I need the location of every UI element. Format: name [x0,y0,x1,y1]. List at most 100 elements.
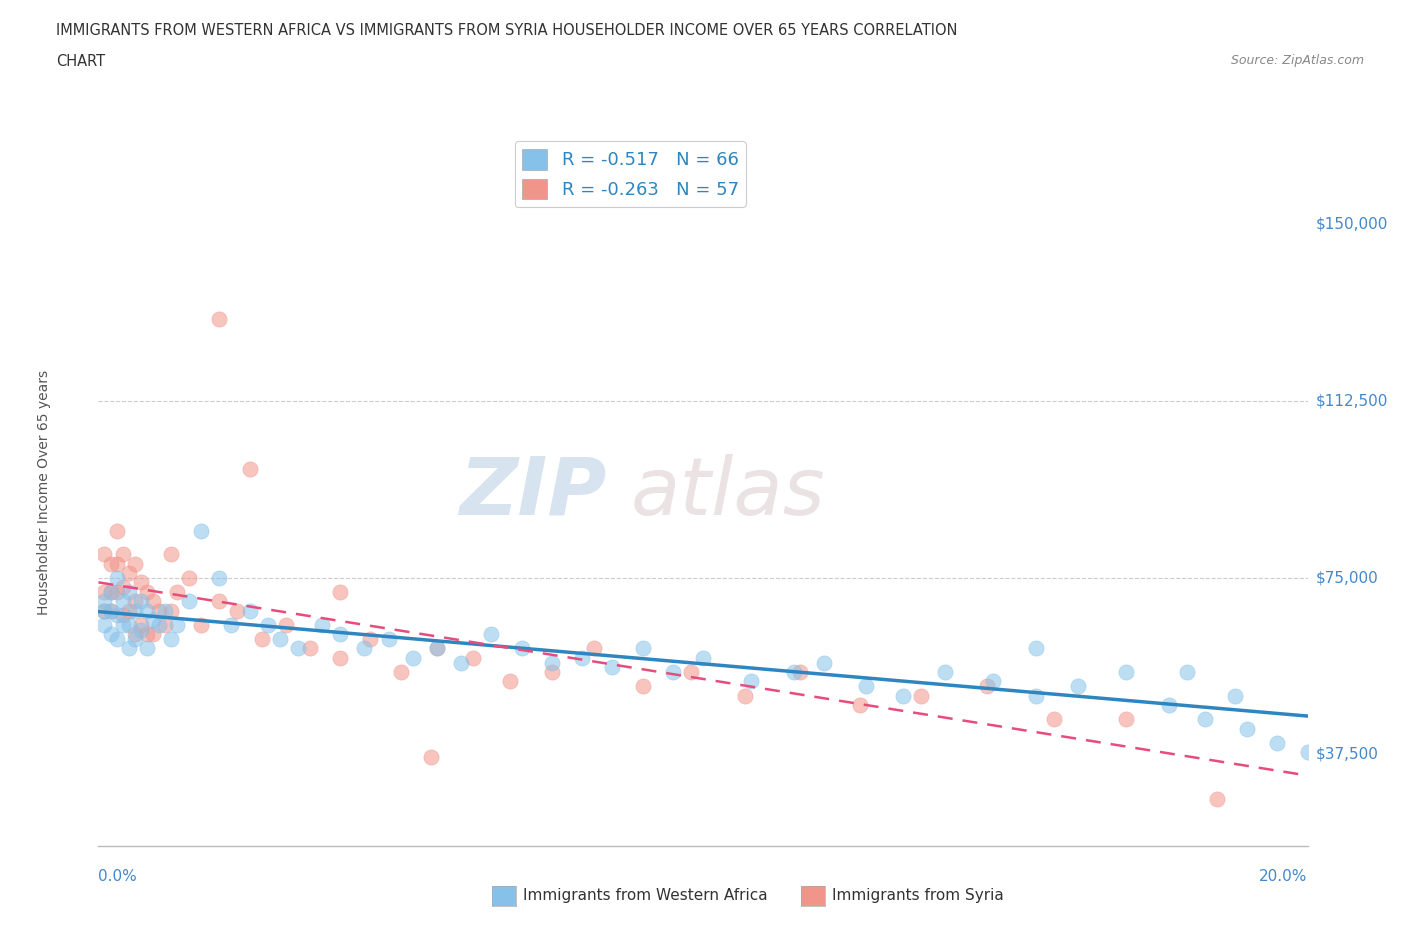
Point [239,462,262,477]
Point [105,524,128,538]
Point [124,594,146,609]
Point [1206,791,1229,806]
Point [124,604,146,618]
Point [1194,711,1216,726]
Point [571,650,593,665]
Point [100,604,122,618]
Point [1115,711,1137,726]
Point [124,556,146,571]
Point [153,618,176,632]
Point [124,627,146,642]
Point [177,570,201,585]
Point [661,665,683,680]
Point [177,594,201,609]
Point [1024,641,1046,656]
Point [105,631,128,646]
Point [111,547,134,562]
Point [1175,665,1198,680]
Point [160,604,183,618]
Text: Immigrants from Syria: Immigrants from Syria [832,888,1004,903]
Point [118,618,141,632]
Point [976,679,998,694]
Point [1042,711,1064,726]
Point [153,604,176,618]
Point [631,641,654,656]
Point [813,655,835,670]
Point [111,579,134,594]
Point [360,631,382,646]
Point [118,565,141,580]
Point [353,641,375,656]
Text: Immigrants from Western Africa: Immigrants from Western Africa [523,888,768,903]
Point [111,594,134,609]
Point [789,665,811,680]
Point [111,608,134,623]
Point [1223,688,1246,703]
Point [190,618,212,632]
Point [934,665,956,680]
Point [100,604,122,618]
Point [129,594,152,609]
Point [160,631,183,646]
Point [105,556,128,571]
Point [166,584,188,599]
Point [910,688,932,703]
Point [208,312,231,326]
Point [419,750,441,764]
Point [160,547,183,562]
Point [311,618,333,632]
Point [734,688,756,703]
Point [148,618,170,632]
Point [782,665,804,680]
Point [250,631,273,646]
Point [1265,736,1288,751]
Point [221,618,243,632]
Point [1236,721,1258,736]
Text: $112,500: $112,500 [1316,393,1388,408]
Point [481,627,503,642]
Point [329,650,352,665]
Point [377,631,399,646]
Point [583,641,606,656]
Point [1115,665,1137,680]
Point [118,641,141,656]
Point [105,608,128,623]
Point [510,641,533,656]
Point [208,594,231,609]
Point [849,698,872,712]
Point [105,584,128,599]
Point [226,604,249,618]
Point [208,570,231,585]
Point [1067,679,1090,694]
Point [981,674,1004,689]
Point [142,627,165,642]
Point [93,584,115,599]
Text: $37,500: $37,500 [1316,747,1379,762]
Point [540,655,562,670]
Point [135,584,157,599]
Point [93,604,115,618]
Text: IMMIGRANTS FROM WESTERN AFRICA VS IMMIGRANTS FROM SYRIA HOUSEHOLDER INCOME OVER : IMMIGRANTS FROM WESTERN AFRICA VS IMMIGR… [56,23,957,38]
Point [118,584,141,599]
Point [498,674,520,689]
Point [1024,688,1046,703]
Point [269,631,291,646]
Point [631,679,654,694]
Point [287,641,309,656]
Point [426,641,449,656]
Point [100,556,122,571]
Text: Householder Income Over 65 years: Householder Income Over 65 years [37,370,51,616]
Point [463,650,485,665]
Text: ZIP: ZIP [458,454,606,532]
Text: $150,000: $150,000 [1316,217,1388,232]
Point [111,618,134,632]
Point [855,679,877,694]
Point [679,665,702,680]
Text: atlas: atlas [630,454,825,532]
Point [602,659,624,674]
Point [142,613,165,628]
Point [1157,698,1180,712]
Point [148,604,170,618]
Point [540,665,562,680]
Text: 20.0%: 20.0% [1260,869,1308,883]
